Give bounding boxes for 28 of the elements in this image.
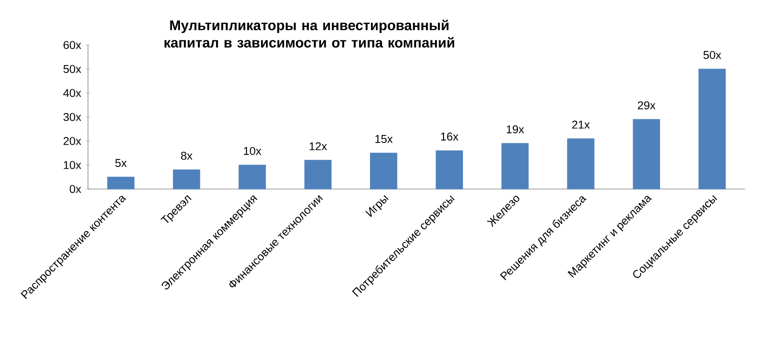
bar bbox=[172, 170, 200, 190]
bar bbox=[370, 152, 398, 190]
data-label: 12x bbox=[310, 142, 327, 150]
bar bbox=[632, 119, 660, 190]
chart-title: Мультипликаторы на инвестированный капитал в зависимости от типа компаний bbox=[164, 20, 454, 48]
data-label: 21x bbox=[572, 120, 590, 129]
data-label: 10x bbox=[244, 146, 262, 155]
bar bbox=[304, 160, 332, 190]
bar bbox=[698, 68, 726, 190]
y-tick-label: 40x bbox=[63, 89, 82, 98]
data-label: 19x bbox=[506, 125, 524, 134]
bar bbox=[238, 164, 266, 190]
y-tick-label: 50x bbox=[63, 65, 82, 74]
data-label: 16x bbox=[441, 132, 458, 141]
y-tick-label: 0x bbox=[70, 184, 82, 194]
bar bbox=[436, 150, 463, 190]
data-label: 29x bbox=[638, 101, 656, 110]
data-label: 50x bbox=[703, 50, 722, 59]
data-label: 15x bbox=[375, 135, 393, 143]
data-label: 5x bbox=[115, 159, 127, 167]
y-tick-label: 20x bbox=[64, 137, 82, 146]
bar bbox=[501, 143, 529, 190]
bar bbox=[107, 176, 134, 190]
y-tick-label: 60x bbox=[64, 41, 82, 50]
y-tick-label: 30x bbox=[63, 113, 82, 122]
data-label: 8x bbox=[181, 152, 192, 160]
bar bbox=[567, 138, 594, 190]
y-tick-label: 10x bbox=[64, 161, 82, 170]
